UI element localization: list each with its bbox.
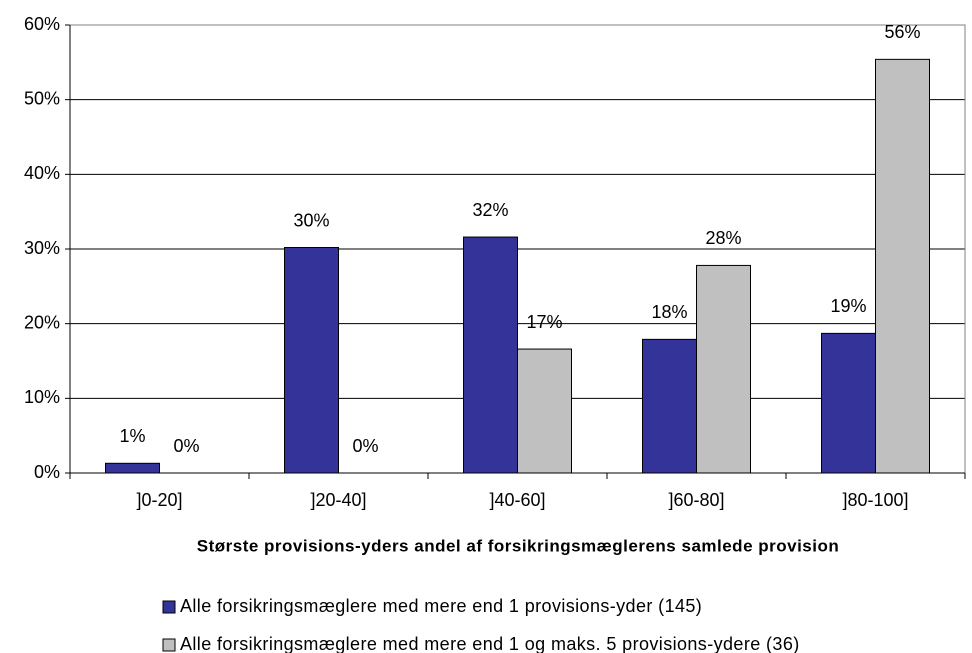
y-tick-label: 20% (24, 312, 60, 332)
y-tick-label: 30% (24, 238, 60, 258)
data-label: 18% (651, 302, 687, 322)
bar (463, 236, 518, 474)
data-label: 19% (830, 296, 866, 316)
y-tick-label: 40% (24, 163, 60, 183)
legend-label: Alle forsikringsmæglere med mere end 1 p… (180, 596, 702, 616)
x-tick-label: ]60-80] (668, 490, 724, 510)
data-label: 0% (173, 436, 199, 456)
legend-swatch (162, 638, 176, 652)
bar (821, 332, 876, 474)
bar (642, 338, 697, 474)
bar (517, 348, 572, 474)
bar (875, 58, 930, 474)
data-label: 56% (884, 22, 920, 42)
x-tick-label: ]0-20] (136, 490, 182, 510)
bar (284, 247, 339, 474)
x-tick-label: ]80-100] (842, 490, 908, 510)
y-tick-label: 0% (34, 462, 60, 482)
y-tick-label: 10% (24, 387, 60, 407)
data-label: 30% (293, 210, 329, 230)
bar (105, 462, 160, 474)
legend-swatch (162, 600, 176, 614)
x-axis-title: Største provisions-yders andel af forsik… (197, 536, 840, 555)
data-label: 0% (352, 436, 378, 456)
x-tick-label: ]40-60] (489, 490, 545, 510)
y-tick-label: 50% (24, 88, 60, 108)
data-label: 17% (526, 312, 562, 332)
data-label: 32% (472, 200, 508, 220)
legend-label: Alle forsikringsmæglere med mere end 1 o… (180, 634, 800, 653)
x-tick-label: ]20-40] (310, 490, 366, 510)
bar (696, 264, 751, 474)
data-label: 1% (119, 426, 145, 446)
y-tick-label: 60% (24, 14, 60, 34)
data-label: 28% (705, 228, 741, 248)
